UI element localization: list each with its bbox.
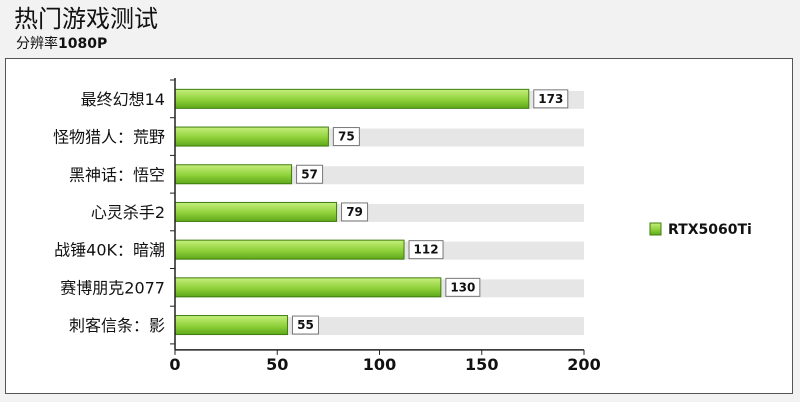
subtitle-prefix: 分辨率: [16, 36, 58, 52]
data-label-box: [332, 127, 360, 147]
subtitle-value: 1080P: [58, 36, 108, 52]
data-label-box: [445, 277, 481, 297]
data-label-box: [341, 202, 369, 222]
page-title: 热门游戏测试: [14, 5, 158, 33]
x-tick-label: 150: [465, 355, 498, 374]
data-label: 112: [414, 243, 439, 257]
legend-label: RTX5060Ti: [668, 222, 752, 238]
bar: [174, 164, 293, 185]
category-label: 刺客信条：影: [69, 316, 165, 335]
data-label-box: [291, 315, 319, 335]
data-label-box: [408, 240, 444, 260]
x-tick-label: 50: [266, 355, 288, 374]
data-label: 130: [450, 280, 475, 294]
bar: [174, 201, 338, 222]
page-subtitle: 分辨率1080P: [16, 36, 107, 52]
legend-swatch: [649, 222, 662, 236]
data-label-box: [533, 89, 569, 109]
bar: [174, 126, 329, 147]
bar: [174, 315, 288, 336]
category-label: 赛博朋克2077: [60, 278, 165, 297]
data-label-box: [296, 164, 324, 184]
bar: [174, 88, 530, 109]
bar: [174, 239, 405, 260]
x-tick-label: 0: [169, 355, 180, 374]
category-label: 最终幻想14: [81, 90, 165, 109]
bar: [174, 277, 442, 298]
x-tick-label: 200: [567, 355, 600, 374]
category-label: 心灵杀手2: [91, 203, 165, 222]
chart-frame: [5, 58, 793, 394]
data-label: 57: [301, 167, 318, 181]
category-label: 战锤40K：暗潮: [54, 241, 165, 260]
category-label: 怪物猎人：荒野: [53, 128, 165, 147]
category-label: 黑神话：悟空: [69, 165, 165, 184]
x-tick-label: 100: [363, 355, 396, 374]
data-label: 55: [297, 318, 314, 332]
data-label: 173: [538, 92, 563, 106]
data-label: 79: [346, 205, 363, 219]
data-label: 75: [338, 130, 355, 144]
